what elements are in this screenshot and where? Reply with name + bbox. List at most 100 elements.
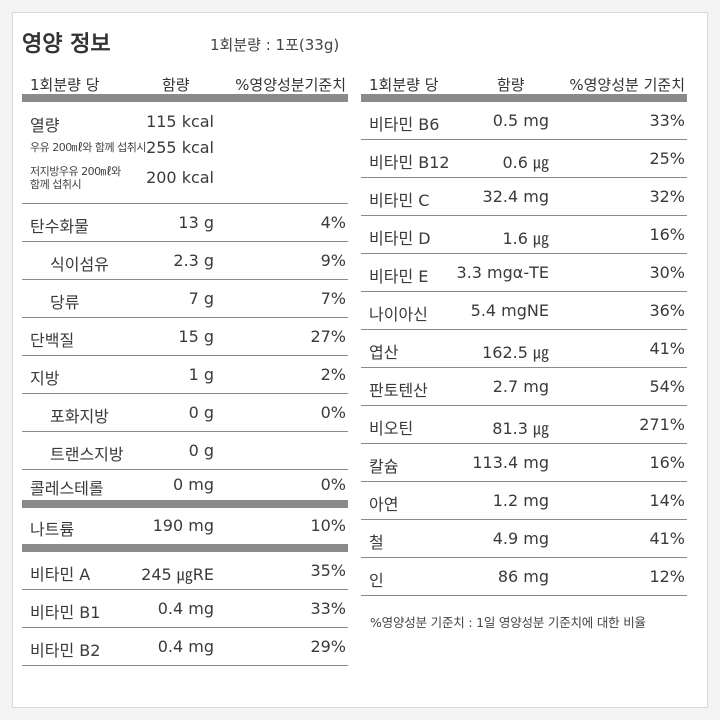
nutrient-name: 트랜스지방 (50, 445, 124, 464)
nutrient-amount: 1.2 mg (492, 491, 549, 510)
nutrient-name: 비타민 A (30, 565, 91, 584)
nutrient-name: 아연 (369, 495, 399, 514)
nutrient-amount: 0 g (188, 403, 214, 422)
nutrition-panel (12, 12, 708, 708)
nutrient-name: 나트륨 (30, 520, 75, 539)
nutrient-daily-value: 12% (649, 567, 685, 586)
table-row: 비타민 B1 0.4 mg 33% (22, 590, 348, 628)
nutrient-name: 비타민 D (369, 229, 431, 248)
nutrient-daily-value: 7% (320, 289, 346, 308)
nutrient-daily-value: 32% (649, 187, 685, 206)
nutrient-amount: 113.4 mg (472, 453, 549, 472)
nutrient-daily-value: 41% (649, 529, 685, 548)
right-nutrition-table: 1회분량 당 함량 %영양성분 기준치 비타민 B6 0.5 mg 33% 비타민 B… (361, 68, 687, 596)
nutrient-daily-value: 33% (649, 111, 685, 130)
nutrient-amount: 3.3 mgα-TE (456, 263, 549, 282)
nutrient-daily-value: 2% (320, 365, 346, 384)
nutrient-daily-value: 29% (310, 637, 346, 656)
page-title: 영양 정보 (22, 32, 111, 57)
nutrient-name: 비타민 B6 (369, 115, 440, 134)
nutrient-daily-value: 16% (649, 225, 685, 244)
nutrient-name: 비오틴 (369, 419, 414, 438)
serving-size: 1회분량 : 1포(33g) (210, 36, 340, 54)
nutrient-amount: 1 g (188, 365, 214, 384)
nutrient-amount: 15 g (178, 327, 214, 346)
nutrient-name: 판토텐산 (369, 381, 428, 400)
nutrient-name: 인 (369, 571, 384, 590)
nutrient-name: 비타민 C (369, 191, 430, 210)
nutrient-name: 식이섬유 (50, 255, 109, 274)
left-nutrition-table: 1회분량 당 함량 %영양성분기준치 열량 115 kcal 우유 200㎖와 … (22, 68, 348, 666)
nutrient-daily-value: 27% (310, 327, 346, 346)
nutrient-name: 철 (369, 533, 384, 552)
nutrient-amount: 190 mg (152, 516, 214, 535)
nutrient-amount: 81.3 ㎍ (492, 419, 549, 438)
table-row: 인 86 mg 12% (361, 558, 687, 596)
nutrient-amount: 162.5 ㎍ (482, 343, 549, 362)
nutrient-daily-value: 35% (310, 561, 346, 580)
nutrient-name: 비타민 B12 (369, 153, 450, 172)
energy-label: 열량 (30, 116, 60, 135)
lowfat-value: 200 kcal (146, 168, 214, 187)
nutrient-name: 당류 (50, 293, 80, 312)
nutrient-name: 지방 (30, 369, 60, 388)
energy-row: 열량 115 kcal 우유 200㎖와 함께 섭취시 255 kcal 저지방… (22, 102, 348, 204)
nutrient-amount: 13 g (178, 213, 214, 232)
nutrient-name: 비타민 B1 (30, 603, 101, 622)
lowfat-label-1: 저지방우유 200㎖와 (30, 165, 121, 178)
table-row: 철 4.9 mg 41% (361, 520, 687, 558)
nutrition-header: 영양 정보 1회분량 : 1포(33g) (22, 22, 348, 62)
nutrient-name: 콜레스테롤 (30, 479, 104, 498)
table-row: 비오틴 81.3 ㎍ 271% (361, 406, 687, 444)
header-amount: 함량 (162, 76, 190, 94)
table-row: 단백질 15 g 27% (22, 318, 348, 356)
table-row: 나이아신 5.4 mgNE 36% (361, 292, 687, 330)
nutrient-daily-value: 271% (639, 415, 685, 434)
table-row: 탄수화물 13 g 4% (22, 204, 348, 242)
nutrient-amount: 245 ㎍RE (141, 565, 214, 584)
header-daily-value: %영양성분 기준치 (569, 76, 685, 94)
nutrient-amount: 5.4 mgNE (470, 301, 549, 320)
header-per-serving: 1회분량 당 (30, 76, 100, 94)
table-row: 비타민 C 32.4 mg 32% (361, 178, 687, 216)
nutrient-amount: 7 g (188, 289, 214, 308)
nutrient-name: 비타민 E (369, 267, 429, 286)
nutrient-name: 엽산 (369, 343, 399, 362)
nutrient-amount: 0.4 mg (157, 637, 214, 656)
nutrient-name: 포화지방 (50, 407, 109, 426)
header-daily-value: %영양성분기준치 (235, 76, 346, 94)
table-row: 비타민 B6 0.5 mg 33% (361, 102, 687, 140)
footnote: %영양성분 기준치 : 1일 영양성분 기준치에 대한 비율 (370, 615, 646, 630)
table-row: 비타민 B12 0.6 ㎍ 25% (361, 140, 687, 178)
nutrient-daily-value: 36% (649, 301, 685, 320)
left-table-header: 1회분량 당 함량 %영양성분기준치 (22, 68, 348, 102)
header-amount: 함량 (497, 76, 525, 94)
nutrient-daily-value: 4% (320, 213, 346, 232)
nutrient-amount: 2.7 mg (492, 377, 549, 396)
nutrient-daily-value: 16% (649, 453, 685, 472)
nutrient-amount: 1.6 ㎍ (502, 229, 549, 248)
table-row: 비타민 D 1.6 ㎍ 16% (361, 216, 687, 254)
nutrient-amount: 2.3 g (173, 251, 214, 270)
milk-value: 255 kcal (146, 138, 214, 157)
nutrient-daily-value: 41% (649, 339, 685, 358)
table-row: 엽산 162.5 ㎍ 41% (361, 330, 687, 368)
nutrient-amount: 0.4 mg (157, 599, 214, 618)
nutrient-daily-value: 0% (320, 403, 346, 422)
nutrient-amount: 0.5 mg (492, 111, 549, 130)
nutrient-amount: 0 mg (172, 475, 214, 494)
table-row: 판토텐산 2.7 mg 54% (361, 368, 687, 406)
nutrient-daily-value: 33% (310, 599, 346, 618)
nutrient-amount: 0 g (188, 441, 214, 460)
nutrient-daily-value: 30% (649, 263, 685, 282)
table-row: 트랜스지방 0 g (22, 432, 348, 470)
nutrient-daily-value: 14% (649, 491, 685, 510)
nutrient-name: 나이아신 (369, 305, 428, 324)
nutrient-daily-value: 9% (320, 251, 346, 270)
header-per-serving: 1회분량 당 (369, 76, 439, 94)
table-row: 식이섬유 2.3 g 9% (22, 242, 348, 280)
table-row: 아연 1.2 mg 14% (361, 482, 687, 520)
nutrient-daily-value: 10% (310, 516, 346, 535)
nutrient-daily-value: 0% (320, 475, 346, 494)
nutrient-name: 비타민 B2 (30, 641, 101, 660)
